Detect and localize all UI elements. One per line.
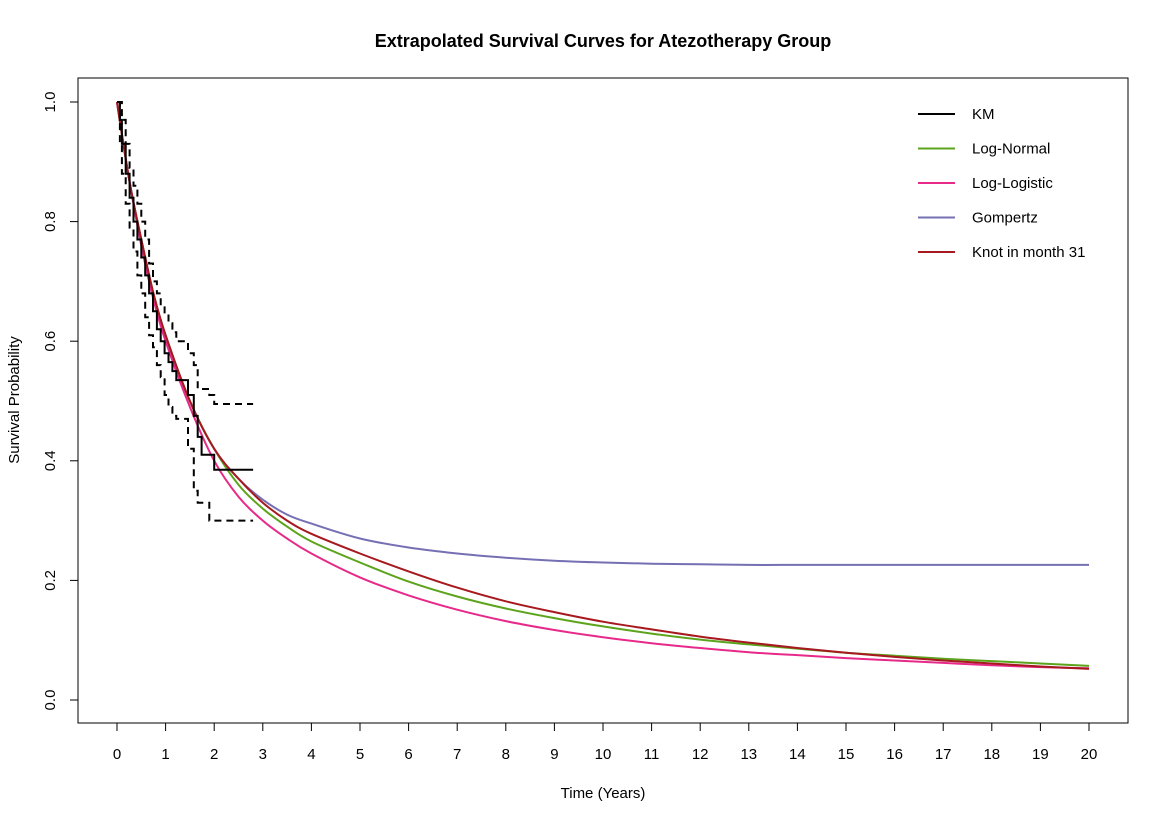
x-tick-label: 16 xyxy=(886,746,903,763)
x-tick-label: 7 xyxy=(453,746,461,763)
x-tick-label: 8 xyxy=(502,746,510,763)
x-tick-label: 4 xyxy=(307,746,315,763)
series-layer xyxy=(116,101,1090,670)
x-tick-label: 17 xyxy=(935,746,952,763)
chart-title: Extrapolated Survival Curves for Atezoth… xyxy=(375,31,831,51)
series-line-knot-in-month-31 xyxy=(116,101,1090,670)
x-tick-label: 20 xyxy=(1081,746,1098,763)
series-line-km-lower-ci xyxy=(117,101,254,522)
x-axis: 0 1 2 3 4 5 6 7 8 9 10 11 12 13 14 15 16 17 18 19 20 xyxy=(113,722,1098,763)
y-tick-label: 0.2 xyxy=(42,570,59,591)
x-tick-label: 3 xyxy=(259,746,267,763)
x-tick-label: 19 xyxy=(1032,746,1049,763)
series-line-log-logistic xyxy=(116,101,1090,670)
x-tick-label: 13 xyxy=(740,746,757,763)
series-line-km-upper-ci xyxy=(117,101,254,405)
legend-label: Gompertz xyxy=(972,210,1038,227)
series-line-gompertz xyxy=(116,101,1089,566)
x-tick-label: 1 xyxy=(161,746,169,763)
legend-label: Knot in month 31 xyxy=(972,244,1085,261)
x-tick-label: 0 xyxy=(113,746,121,763)
x-tick-label: 9 xyxy=(550,746,558,763)
legend-label: Log-Logistic xyxy=(972,175,1053,192)
y-tick-label: 0.6 xyxy=(42,331,59,352)
x-tick-label: 2 xyxy=(210,746,218,763)
legend-label: KM xyxy=(972,106,995,123)
legend-label: Log-Normal xyxy=(972,141,1050,158)
x-tick-label: 14 xyxy=(789,746,806,763)
series-line-km xyxy=(117,101,254,471)
x-tick-label: 12 xyxy=(692,746,709,763)
x-tick-label: 18 xyxy=(983,746,1000,763)
x-tick-label: 5 xyxy=(356,746,364,763)
y-tick-label: 0.4 xyxy=(42,450,59,471)
y-tick-label: 0.8 xyxy=(42,211,59,232)
x-axis-label: Time (Years) xyxy=(561,785,646,802)
y-axis: 0.0 0.2 0.4 0.6 0.8 1.0 xyxy=(42,92,79,711)
y-tick-label: 0.0 xyxy=(42,690,59,711)
x-tick-label: 15 xyxy=(838,746,855,763)
x-tick-label: 6 xyxy=(404,746,412,763)
x-tick-label: 11 xyxy=(644,746,660,763)
series-line-log-normal xyxy=(116,101,1090,667)
x-tick-label: 10 xyxy=(595,746,612,763)
legend: KM Log-Normal Log-Logistic Gompertz Knot in … xyxy=(918,106,1085,261)
y-axis-label: Survival Probability xyxy=(6,336,23,464)
y-tick-label: 1.0 xyxy=(42,92,59,113)
